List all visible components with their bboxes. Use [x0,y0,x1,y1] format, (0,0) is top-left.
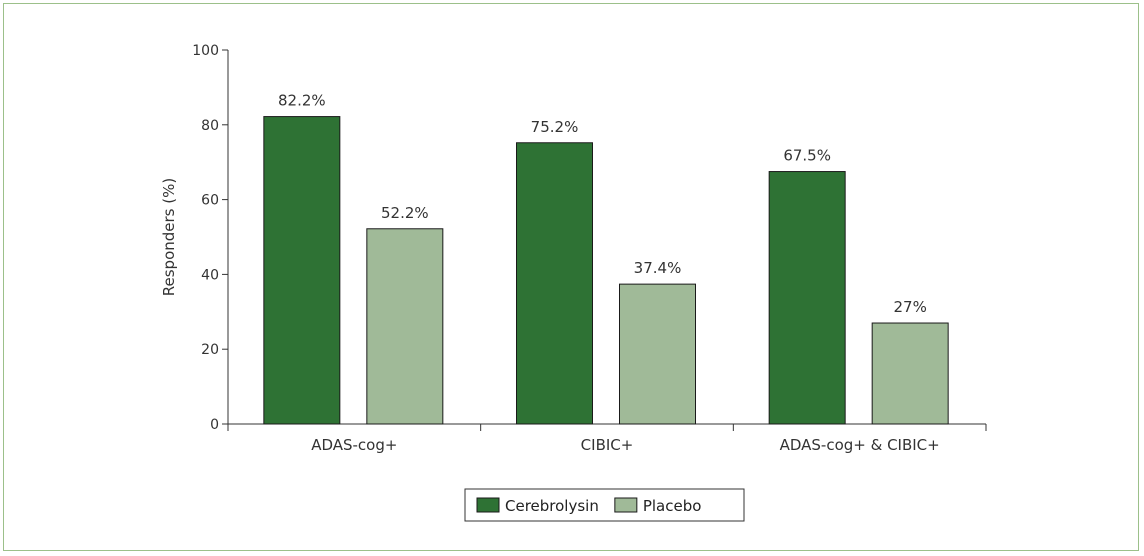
y-tick-label: 0 [210,417,219,433]
legend-label: Cerebrolysin [505,497,599,515]
legend-label: Placebo [643,497,702,515]
x-category-label: CIBIC+ [581,436,634,454]
legend-box [464,488,745,522]
bar-value-label: 37.4% [634,259,682,277]
y-tick-label: 80 [201,118,219,134]
y-axis-title: Responders (%) [160,178,178,296]
bar-placebo [871,322,949,425]
legend: Cerebrolysin Placebo [464,488,745,522]
y-tick-label: 40 [201,267,219,283]
y-tick-label: 20 [201,342,219,358]
legend-swatch [614,497,638,513]
bar-placebo [619,283,696,425]
bar-value-label: 52.2% [381,204,429,222]
bar-value-label: 27% [893,298,926,316]
bar-value-label: 82.2% [278,92,326,110]
bar-cerebrolysin [768,171,846,425]
bar-value-label: 67.5% [783,147,831,165]
bar-cerebrolysin [263,116,341,425]
x-category-label: ADAS-cog+ [311,436,397,454]
bar-cerebrolysin [516,142,593,425]
bar-value-label: 75.2% [531,118,579,136]
bar-placebo [366,228,444,425]
data-labels: 82.2% 52.2% 75.2% 37.4% 67.5% 27% [278,92,927,316]
bars [263,116,949,425]
y-tick-label: 100 [192,43,219,59]
x-category-label: ADAS-cog+ & CIBIC+ [780,436,940,454]
x-axis: ADAS-cog+ CIBIC+ ADAS-cog+ & CIBIC+ [227,423,987,454]
legend-swatch [476,497,500,513]
y-axis: 0 20 40 60 80 100 [192,43,229,433]
y-tick-label: 60 [201,193,219,209]
